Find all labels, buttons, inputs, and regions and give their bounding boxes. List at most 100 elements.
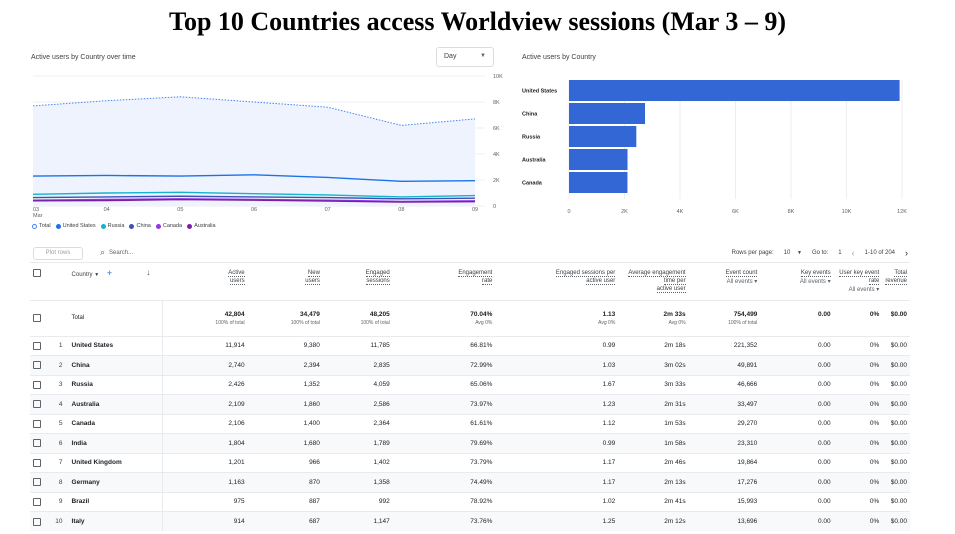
- country-name: United Kingdom: [65, 452, 134, 473]
- new-users-value: 870: [247, 472, 323, 492]
- x-tick-label: 07: [325, 207, 331, 213]
- engaged-per-user-header[interactable]: Engaged sessions per active user: [555, 270, 616, 285]
- search-box[interactable]: ⌕ Search...: [100, 248, 133, 257]
- row-checkbox[interactable]: [33, 361, 41, 370]
- total-active-users-pct: 100% of total: [215, 319, 245, 326]
- country-name: Australia: [65, 394, 134, 414]
- new-users-value: 966: [247, 452, 323, 473]
- rows-per-page-select[interactable]: 10 ▼: [784, 250, 802, 256]
- key-events-header[interactable]: Key events All events ▾: [799, 270, 831, 285]
- row-checkbox[interactable]: [33, 341, 41, 350]
- slide-title: Top 10 Countries access Worldview sessio…: [168, 7, 787, 36]
- row-index: 7: [51, 452, 66, 473]
- new-users-value: 9,380: [247, 335, 323, 356]
- legend-item[interactable]: United States: [55, 223, 96, 229]
- table-row[interactable]: 4 Australia 2,109 1,860 2,586 73.97% 1.23 2m 31…: [30, 394, 910, 414]
- table-row[interactable]: 10 Italy 914 687 1,147 73.76% 1.25 2m 12s 13,696…: [30, 511, 910, 531]
- user-key-rate-value: 0%: [833, 433, 883, 453]
- active-users-header[interactable]: Active users: [228, 270, 245, 285]
- series-line-united-states: [32, 174, 476, 183]
- legend-item[interactable]: Canada: [155, 223, 182, 229]
- user-key-rate-header[interactable]: User key event rate All events ▾: [839, 270, 880, 293]
- table-row[interactable]: 3 Russia 2,426 1,352 4,059 65.06% 1.67 3m 33s 46…: [30, 374, 910, 395]
- chevron-down-icon: ▼: [797, 250, 802, 256]
- row-checkbox[interactable]: [33, 458, 41, 467]
- prev-page-icon[interactable]: ‹: [851, 248, 855, 258]
- engaged-sessions-value: 11,785: [322, 335, 393, 356]
- avg-time-header[interactable]: Average engagement time per active user: [628, 270, 686, 293]
- engaged-per-user-value: 1.17: [495, 472, 619, 492]
- goto-input[interactable]: 1: [838, 250, 842, 256]
- search-icon: ⌕: [100, 247, 106, 257]
- event-count-value: 13,696: [688, 511, 761, 531]
- x-tick-label: 8K: [788, 209, 795, 215]
- bar: [569, 172, 628, 193]
- legend-label: Australia: [194, 223, 216, 229]
- select-all-checkbox[interactable]: [33, 269, 41, 277]
- row-checkbox[interactable]: [33, 400, 41, 409]
- country-name: Brazil: [65, 491, 134, 512]
- key-events-value: 0.00: [760, 491, 834, 512]
- bar-category-label: Russia: [522, 135, 541, 141]
- granularity-dropdown[interactable]: Day ▼: [436, 47, 494, 67]
- table-row[interactable]: 9 Brazil 975 887 992 78.92% 1.02 2m 41s 15,993 0.…: [30, 491, 910, 512]
- total-engagement-rate: 70.04%: [470, 310, 493, 318]
- event-count-value: 221,352: [688, 335, 761, 356]
- total-engaged-per-user: 1.13: [602, 310, 616, 318]
- engagement-rate-value: 61.61%: [392, 413, 496, 434]
- engagement-rate-value: 73.79%: [392, 452, 496, 473]
- series-line-china: [32, 195, 476, 200]
- revenue-value: $0.00: [882, 511, 910, 531]
- row-checkbox[interactable]: [33, 517, 41, 526]
- table-row[interactable]: 2 China 2,740 2,394 2,835 72.99% 1.03 3m 02s 49,…: [30, 355, 910, 375]
- legend-item[interactable]: China: [129, 223, 151, 229]
- legend-label: China: [136, 223, 151, 229]
- plot-rows-button[interactable]: Plot rows: [33, 247, 83, 260]
- new-users-header[interactable]: New users: [305, 270, 320, 285]
- next-page-icon[interactable]: ›: [905, 248, 908, 258]
- search-input[interactable]: Search...: [109, 249, 134, 256]
- row-index: 5: [51, 413, 66, 434]
- row-checkbox[interactable]: [33, 478, 41, 487]
- bar-chart-title: Active users by Country: [522, 54, 596, 61]
- engaged-sessions-header[interactable]: Engaged sessions: [365, 270, 390, 285]
- x-tick-label: 0: [567, 209, 570, 215]
- row-checkbox[interactable]: [33, 419, 41, 428]
- table-row[interactable]: 8 Germany 1,163 870 1,358 74.49% 1.17 2m 13s 17,…: [30, 472, 910, 492]
- legend-item[interactable]: Australia: [187, 223, 216, 229]
- event-count-value: 19,864: [688, 452, 761, 473]
- engaged-sessions-value: 4,059: [322, 374, 393, 395]
- avg-time-value: 3m 33s: [618, 374, 689, 395]
- legend-item[interactable]: Total: [32, 223, 51, 229]
- row-checkbox[interactable]: [33, 439, 41, 448]
- table-row[interactable]: 5 Canada 2,106 1,400 2,364 61.61% 1.12 1m 53s 29…: [30, 413, 910, 434]
- totals-checkbox[interactable]: [33, 314, 41, 322]
- line-chart-title: Active users by Country over time: [31, 54, 136, 61]
- avg-time-value: 1m 53s: [618, 413, 689, 434]
- active-users-value: 914: [162, 511, 248, 531]
- table-row[interactable]: 6 India 1,804 1,680 1,789 79.69% 0.99 1m 58s 23,…: [30, 433, 910, 453]
- engagement-rate-header[interactable]: Engagement rate: [458, 270, 493, 285]
- table-row[interactable]: 7 United Kingdom 1,201 966 1,402 73.79% 1.17 2m…: [30, 452, 910, 473]
- row-index: 8: [51, 472, 66, 492]
- event-count-header[interactable]: Event count All events ▾: [725, 270, 758, 285]
- legend-label: Russia: [107, 223, 125, 229]
- sort-desc-icon[interactable]: ↓: [146, 268, 151, 277]
- legend-swatch: [100, 223, 106, 229]
- user-key-rate-value: 0%: [833, 335, 883, 356]
- new-users-value: 887: [247, 491, 323, 512]
- add-dimension-icon[interactable]: +: [106, 268, 113, 278]
- x-tick-label: 6K: [732, 209, 739, 215]
- totals-label: Total: [65, 299, 134, 336]
- revenue-header[interactable]: Total revenue: [885, 270, 907, 285]
- row-checkbox[interactable]: [33, 497, 41, 506]
- legend-item[interactable]: Russia: [100, 223, 125, 229]
- country-dimension-select[interactable]: Country ▼: [72, 272, 100, 278]
- table-row[interactable]: 1 United States 11,914 9,380 11,785 66.81% 0.9…: [30, 335, 910, 356]
- avg-time-value: 1m 58s: [618, 433, 689, 453]
- row-checkbox[interactable]: [33, 380, 41, 389]
- user-key-rate-value: 0%: [833, 413, 883, 434]
- bar-category-label: United States: [522, 89, 557, 95]
- total-engaged-sessions-pct: 100% of total: [360, 319, 390, 326]
- bar-category-label: Canada: [522, 181, 543, 187]
